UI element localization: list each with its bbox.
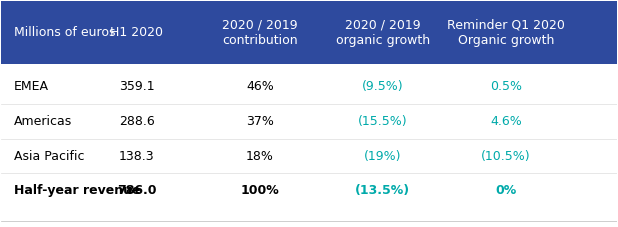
Text: 288.6: 288.6 [119, 115, 154, 128]
FancyBboxPatch shape [1, 1, 617, 64]
Text: (10.5%): (10.5%) [481, 150, 531, 163]
Text: 46%: 46% [246, 80, 274, 93]
Text: 786.0: 786.0 [117, 184, 156, 197]
Text: (13.5%): (13.5%) [355, 184, 410, 197]
Text: 138.3: 138.3 [119, 150, 154, 163]
Text: 100%: 100% [240, 184, 279, 197]
Text: 359.1: 359.1 [119, 80, 154, 93]
Text: Reminder Q1 2020
Organic growth: Reminder Q1 2020 Organic growth [447, 18, 565, 47]
Text: EMEA: EMEA [14, 80, 49, 93]
Text: H1 2020: H1 2020 [110, 26, 163, 39]
Text: 2020 / 2019
organic growth: 2020 / 2019 organic growth [336, 18, 430, 47]
Text: Americas: Americas [14, 115, 72, 128]
Text: Asia Pacific: Asia Pacific [14, 150, 84, 163]
Text: Half-year revenue: Half-year revenue [14, 184, 140, 197]
Text: (19%): (19%) [364, 150, 402, 163]
Text: 4.6%: 4.6% [490, 115, 522, 128]
Text: 0.5%: 0.5% [490, 80, 522, 93]
Text: (15.5%): (15.5%) [358, 115, 408, 128]
Text: 0%: 0% [495, 184, 517, 197]
Text: 37%: 37% [246, 115, 274, 128]
Text: 2020 / 2019
contribution: 2020 / 2019 contribution [222, 18, 298, 47]
Text: (9.5%): (9.5%) [362, 80, 404, 93]
Text: 18%: 18% [246, 150, 274, 163]
Text: Millions of euros: Millions of euros [14, 26, 115, 39]
